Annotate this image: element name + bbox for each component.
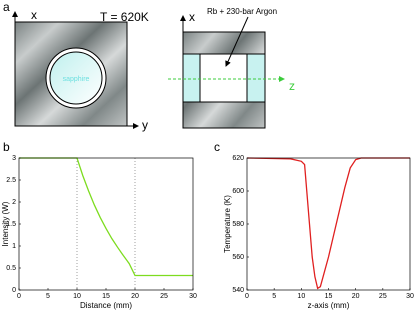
x-tick-label: 5	[272, 293, 276, 300]
x-tick-label: 10	[297, 293, 305, 300]
x-tick-label: 30	[189, 293, 197, 300]
plot-frame	[246, 157, 411, 291]
x-axis-label: Distance (mm)	[80, 301, 132, 310]
panel-label: b	[3, 140, 10, 154]
y-tick-label: 0	[12, 287, 16, 294]
plot-frame	[18, 157, 194, 291]
cell	[199, 53, 248, 103]
x-tick-label: 0	[17, 293, 21, 300]
y-axis-label: Intensity (W)	[1, 201, 10, 246]
x-tick-label: 25	[160, 293, 168, 300]
temperature: T = 620K	[100, 10, 149, 24]
data-line	[19, 157, 193, 277]
axis-label: x	[31, 8, 37, 22]
x-tick-label: 25	[379, 293, 387, 300]
x-tick-label: 15	[325, 293, 333, 300]
x-tick-label: 20	[352, 293, 360, 300]
panel-label: a	[3, 0, 10, 14]
y-tick-label: 0.5	[6, 265, 16, 272]
axis-label: x	[189, 10, 195, 24]
x-tick-label: 30	[406, 293, 414, 300]
x-axis-label: z-axis (mm)	[308, 301, 350, 310]
panel-a: a x y T = 620K sapphire x Rb + 230-bar A…	[3, 0, 295, 132]
panel-label: c	[214, 140, 220, 154]
axis-label: y	[142, 118, 148, 132]
x-tick-label: 5	[46, 293, 50, 300]
y-tick-label: 540	[232, 287, 244, 294]
y-tick-label: 3	[12, 155, 16, 162]
x-tick-label: 0	[245, 293, 249, 300]
x-tick-label: 15	[102, 293, 110, 300]
x-tick-label: 10	[73, 293, 81, 300]
axis-label: z	[289, 79, 295, 93]
y-tick-label: 600	[232, 188, 244, 195]
y-tick-label: 580	[232, 221, 244, 228]
y-axis-label: Temperature (K)	[223, 195, 232, 253]
data-line	[246, 157, 410, 290]
y-tick-label: 1	[12, 243, 16, 250]
y-tick-label: 620	[232, 155, 244, 162]
x-tick-label: 20	[131, 293, 139, 300]
pointer	[225, 16, 249, 67]
y-tick-label: 1.5	[6, 221, 16, 228]
y-tick-label: 560	[232, 254, 244, 261]
y-tick-label: 2	[12, 199, 16, 206]
y-tick-label: 2.5	[6, 177, 16, 184]
window	[49, 51, 103, 105]
cell-label: Rb + 230-bar Argon	[207, 7, 277, 16]
window-label: sapphire	[63, 76, 90, 83]
